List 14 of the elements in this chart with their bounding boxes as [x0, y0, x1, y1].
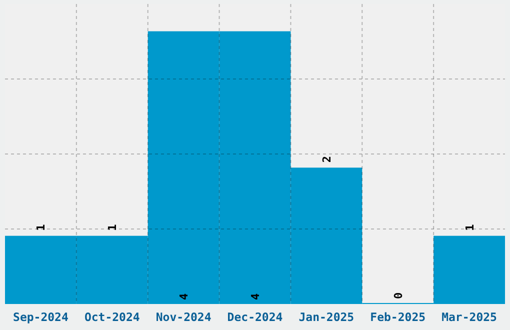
data-label: 1 — [463, 224, 476, 231]
x-tick-label: Dec-2024 — [227, 310, 283, 324]
x-tick-label: Oct-2024 — [84, 310, 140, 324]
x-tick-label: Nov-2024 — [156, 310, 212, 324]
x-tick-label: Mar-2025 — [442, 310, 498, 324]
data-label: 4 — [249, 293, 262, 300]
data-label: 1 — [34, 224, 48, 231]
data-label: 2 — [320, 156, 334, 163]
x-tick-label: Feb-2025 — [370, 310, 426, 324]
data-label: 4 — [178, 293, 191, 300]
data-label: 1 — [106, 224, 120, 231]
x-tick-label: Sep-2024 — [13, 310, 68, 324]
data-label: 0 — [392, 292, 405, 299]
x-tick-label: Jan-2025 — [298, 310, 354, 324]
